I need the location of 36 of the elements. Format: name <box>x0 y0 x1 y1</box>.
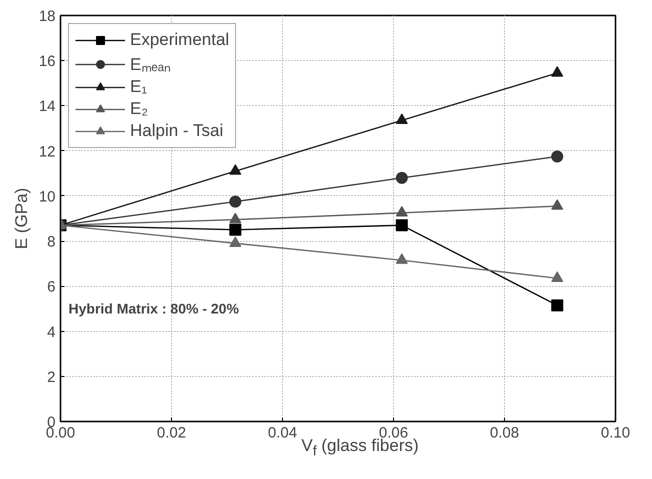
legend-label: E₁ <box>130 77 148 97</box>
legend-label: E₂ <box>130 99 149 119</box>
y-tick-label: 4 <box>47 324 56 341</box>
legend-label: Eₘₑₐₙ <box>130 54 171 75</box>
point <box>229 236 242 247</box>
y-tick-label: 10 <box>38 188 56 206</box>
y-tick-label: 18 <box>38 8 56 25</box>
point <box>396 219 408 232</box>
point <box>229 196 242 208</box>
point <box>396 253 408 264</box>
legend-label: Experimental <box>130 30 230 50</box>
y-tick-label: 16 <box>38 53 56 70</box>
y-tick-label: 6 <box>47 278 56 296</box>
x-tick-label: 0.10 <box>600 424 630 442</box>
point <box>229 224 242 236</box>
x-tick-label: 0.04 <box>268 424 298 442</box>
point <box>396 206 408 217</box>
point <box>396 114 408 124</box>
y-tick-label: 12 <box>38 143 56 160</box>
point <box>551 299 564 312</box>
y-tick-label: 14 <box>38 98 56 116</box>
x-tick-label: 0.02 <box>156 424 186 442</box>
y-axis-title: E (GPa) <box>12 188 31 250</box>
y-tick-label: 8 <box>47 234 56 251</box>
y-tick-label: 2 <box>47 368 56 386</box>
point <box>229 164 242 175</box>
x-axis-title: V$_{f}$ (glass fibers) <box>301 436 419 462</box>
annotation: Hybrid Matrix : 80% - 20% <box>68 300 240 316</box>
point <box>551 271 564 282</box>
point <box>229 212 242 224</box>
point <box>396 172 408 184</box>
point <box>551 199 564 210</box>
x-tick-label: 0.08 <box>490 424 520 442</box>
legend-label: Halpin - Tsai <box>130 121 224 141</box>
point <box>551 66 564 77</box>
point <box>551 150 564 162</box>
